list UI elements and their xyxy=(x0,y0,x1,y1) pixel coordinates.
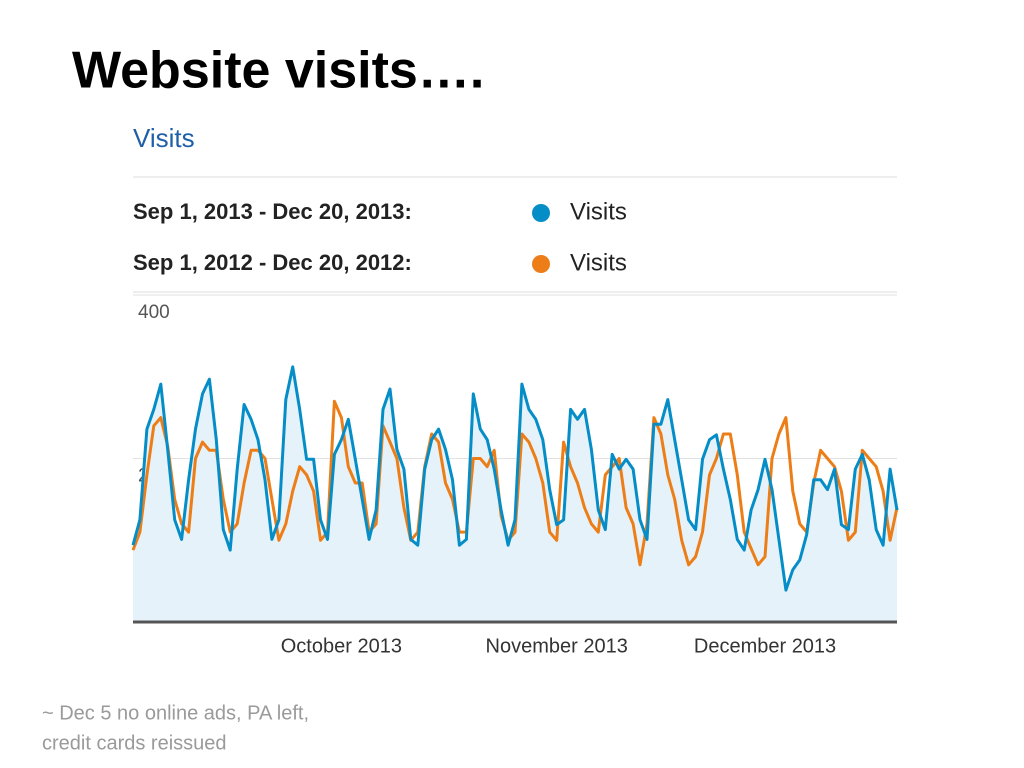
legend-label: Visits xyxy=(570,198,627,225)
annotation: credit cards reissued xyxy=(42,732,227,754)
legend-label: Visits xyxy=(570,249,627,276)
x-tick-label: October 2013 xyxy=(281,635,402,657)
chart-title: Visits xyxy=(133,123,195,153)
x-tick-label: November 2013 xyxy=(486,635,628,657)
legend-period: Sep 1, 2012 - Dec 20, 2012: xyxy=(133,250,412,275)
area xyxy=(133,366,897,622)
slide-title: Website visits…. xyxy=(72,42,484,100)
legend-swatch xyxy=(532,255,550,273)
annotation: ~ Dec 5 no online ads, PA left, xyxy=(42,702,309,724)
legend-period: Sep 1, 2013 - Dec 20, 2013: xyxy=(133,199,412,224)
series-line xyxy=(131,365,899,592)
y-tick-label: 400 xyxy=(138,302,170,323)
x-tick-label: December 2013 xyxy=(694,635,836,657)
legend-swatch xyxy=(532,204,550,222)
